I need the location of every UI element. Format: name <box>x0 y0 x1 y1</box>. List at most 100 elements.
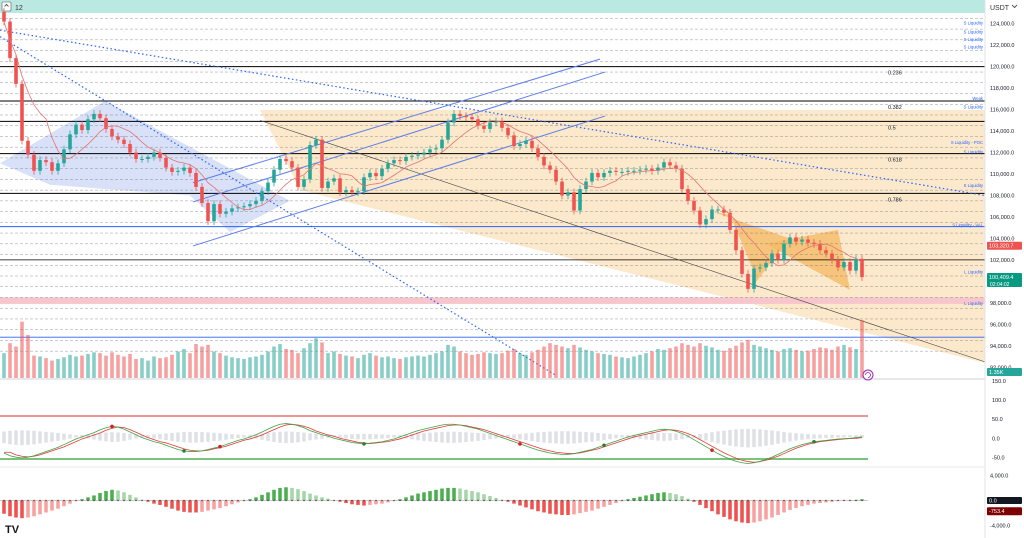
osc-background-bar <box>542 431 546 443</box>
volume-bar <box>692 346 696 378</box>
osc-background-bar <box>8 430 12 445</box>
candle-body <box>308 145 312 180</box>
macd-zero-dot <box>315 499 317 502</box>
macd-histogram-bar <box>116 490 120 501</box>
candle-body <box>122 139 126 144</box>
macd-histogram-bar <box>662 492 666 501</box>
currency-label[interactable]: USDT <box>990 5 1010 12</box>
candle-body <box>470 117 474 120</box>
volume-bar <box>110 352 114 378</box>
macd-histogram-bar <box>428 491 432 501</box>
volume-bar <box>176 351 180 378</box>
macd-histogram-bar <box>536 500 540 512</box>
volume-bar <box>818 347 822 378</box>
macd-histogram-bar <box>458 488 462 501</box>
osc-background-bar <box>134 434 138 439</box>
volume-bar <box>92 352 96 378</box>
volume-bar <box>314 338 318 378</box>
macd-zero-dot <box>405 499 407 502</box>
macd-zero-dot <box>489 499 491 502</box>
macd-zero-dot <box>135 499 137 502</box>
osc-background-bar <box>656 433 660 441</box>
candle-body <box>206 203 210 222</box>
macd-histogram-bar <box>158 500 162 505</box>
macd-zero-dot <box>207 499 209 502</box>
macd-histogram-bar <box>86 497 90 501</box>
osc-background-bar <box>68 434 72 439</box>
candle-body <box>578 189 582 211</box>
volume-bar <box>602 353 606 378</box>
macd-histogram-bar <box>746 500 750 524</box>
osc-background-bar <box>506 434 510 438</box>
volume-bar <box>620 357 624 378</box>
macd-zero-dot <box>243 499 245 502</box>
macd-zero-dot <box>549 499 551 502</box>
macd-histogram-bar <box>236 500 240 503</box>
resistance-pink-band <box>0 297 985 304</box>
macd-histogram-bar <box>764 500 768 520</box>
osc-background-bar <box>758 429 762 447</box>
osc-background-bar <box>194 431 198 443</box>
osc-background-bar <box>644 433 648 440</box>
candle-body <box>770 253 774 264</box>
macd-zero-dot <box>255 499 257 502</box>
macd-zero-dot <box>165 499 167 502</box>
osc-background-bar <box>776 431 780 444</box>
candle-body <box>332 178 336 182</box>
osc-background-bar <box>254 434 258 439</box>
volume-bar <box>260 354 264 378</box>
candle-body <box>716 209 720 211</box>
volume-bar <box>218 353 222 378</box>
macd-histogram-bar <box>296 489 300 501</box>
osc-background-bar <box>698 433 702 440</box>
macd-zero-dot <box>555 499 557 502</box>
volume-bar <box>80 355 84 378</box>
candle-body <box>626 170 630 172</box>
volume-bar <box>788 348 792 378</box>
osc-background-bar <box>164 433 168 441</box>
candle-body <box>56 163 60 171</box>
macd-histogram-bar <box>488 496 492 501</box>
macd-zero-dot <box>159 499 161 502</box>
volume-bar <box>662 349 666 378</box>
macd-zero-dot <box>195 499 197 502</box>
macd-histogram-bar <box>266 492 270 501</box>
macd-zero-dot <box>423 499 425 502</box>
osc-background-bar <box>200 432 204 443</box>
liquidity-label: S Liquidity <box>964 104 984 109</box>
volume-bar <box>146 360 150 378</box>
macd-zero-dot <box>345 499 347 502</box>
macd-zero-dot <box>99 499 101 502</box>
macd-histogram-bar <box>2 500 6 514</box>
candle-body <box>146 156 150 159</box>
macd-histogram-bar <box>272 489 276 501</box>
candle-body <box>350 190 354 193</box>
macd-zero-dot <box>675 499 677 502</box>
candle-body <box>818 243 822 251</box>
volume-bar <box>656 349 660 378</box>
collapse-icon[interactable] <box>4 3 9 7</box>
candle-body <box>560 181 564 196</box>
reset-chart-icon[interactable] <box>862 369 874 381</box>
macd-pane <box>0 487 868 524</box>
interval-label[interactable]: 12 <box>15 5 23 12</box>
macd-histogram-bar <box>782 500 786 513</box>
macd-zero-dot <box>435 499 437 502</box>
macd-zero-dot <box>387 499 389 502</box>
macd-histogram-bar <box>260 494 264 501</box>
candle-body <box>614 170 618 172</box>
volume-bar <box>302 348 306 378</box>
osc-background-bar <box>26 430 30 445</box>
macd-zero-dot <box>801 499 803 502</box>
osc-background-bar <box>320 434 324 439</box>
macd-zero-dot <box>63 499 65 502</box>
macd-zero-dot <box>483 499 485 502</box>
macd-zero-dot <box>249 499 251 502</box>
osc-background-bar <box>56 432 60 441</box>
candle-body <box>440 139 444 149</box>
macd-zero-dot <box>3 499 5 502</box>
volume-bar <box>776 351 780 378</box>
volume-bar <box>812 349 816 378</box>
currency-chevron-icon[interactable] <box>1011 4 1018 9</box>
